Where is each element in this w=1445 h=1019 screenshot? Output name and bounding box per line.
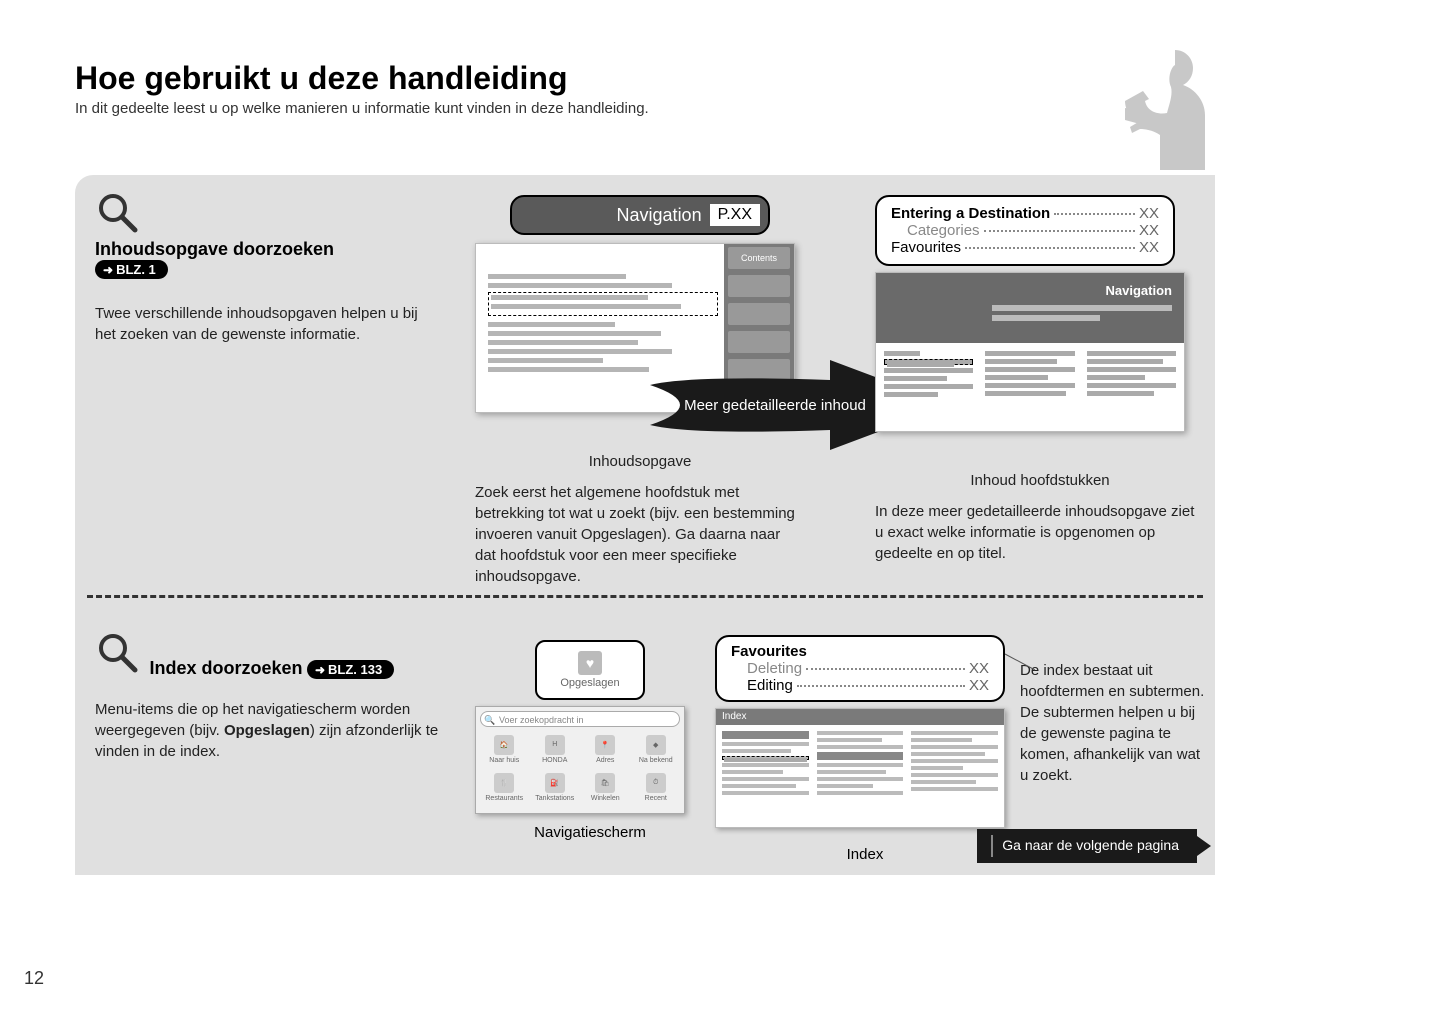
- page-ref-badge: BLZ. 1: [95, 260, 168, 279]
- page-number: 12: [24, 968, 44, 989]
- nav-callout-page: P.XX: [710, 204, 760, 226]
- toc-entries-callout: Entering a Destination XX Categories XX …: [875, 195, 1175, 266]
- nav-caption: Navigatiescherm: [475, 824, 705, 841]
- index-thumbnail: Index: [715, 708, 1005, 828]
- chapter-caption: Inhoud hoofdstukken: [875, 472, 1205, 489]
- fuel-icon: ⛽: [545, 773, 565, 793]
- index-header: Index: [716, 709, 1004, 725]
- shop-icon: 🛍: [595, 773, 615, 793]
- fav-sub2: Editing: [747, 677, 793, 694]
- magnifier-icon: [95, 190, 139, 234]
- heart-icon: ♥: [578, 651, 602, 675]
- honda-icon: H: [545, 735, 565, 755]
- nav-callout-label: Navigation: [617, 205, 702, 226]
- entry-sub1-pg: XX: [1139, 222, 1159, 239]
- arrow-label: Meer gedetailleerde inhoud: [675, 397, 875, 415]
- chapter-description: In deze meer gedetailleerde inhoudsopgav…: [875, 501, 1205, 564]
- section1-heading: Inhoudsopgave doorzoeken: [95, 239, 435, 260]
- page-ref-badge: BLZ. 133: [307, 660, 394, 679]
- nav-screen-illustration: ♥ Opgeslagen Voer zoekopdracht in 🏠Naar …: [475, 640, 705, 841]
- known-icon: ◆: [646, 735, 666, 755]
- entry-main-pg: XX: [1139, 205, 1159, 222]
- connector-line-icon: [1005, 630, 1035, 680]
- entry-main: Entering a Destination: [891, 205, 1050, 222]
- favourites-callout: Favourites Deleting XX Editing XX: [715, 635, 1005, 702]
- index-illustration: Favourites Deleting XX Editing XX Index: [715, 635, 1015, 863]
- fav-sub1-pg: XX: [969, 660, 989, 677]
- section2-desc: Menu-items die op het navigatiescherm wo…: [95, 699, 455, 762]
- chapter-toc-illustration: Entering a Destination XX Categories XX …: [875, 195, 1205, 564]
- opgeslagen-callout: ♥ Opgeslagen: [535, 640, 645, 700]
- section-divider: [87, 595, 1203, 598]
- toc-description: Zoek eerst het algemene hoofdstuk met be…: [475, 482, 805, 587]
- toc-caption: Inhoudsopgave: [475, 453, 805, 470]
- next-page-label: Ga naar de volgende pagina: [1002, 838, 1179, 853]
- reader-silhouette-icon: [1105, 40, 1215, 170]
- magnifier-icon: [95, 630, 139, 674]
- section-index-search: Index doorzoeken BLZ. 133 Menu-items die…: [95, 630, 455, 762]
- entry-sub2: Favourites: [891, 239, 961, 256]
- index-desc-text: De index bestaat uit hoofdtermen en subt…: [1020, 660, 1210, 786]
- entry-sub1: Categories: [907, 222, 980, 239]
- chapter-header-title: Navigation: [1106, 283, 1172, 298]
- index-caption: Index: [715, 846, 1015, 863]
- fav-sub2-pg: XX: [969, 677, 989, 694]
- page-subtitle: In dit gedeelte leest u op welke maniere…: [75, 100, 649, 117]
- section2-heading: Index doorzoeken: [149, 658, 302, 678]
- main-panel: Inhoudsopgave doorzoeken BLZ. 1 Twee ver…: [75, 175, 1215, 875]
- page-title: Hoe gebruikt u deze handleiding: [75, 60, 567, 97]
- opgeslagen-label: Opgeslagen: [560, 677, 619, 689]
- fav-title: Favourites: [731, 643, 807, 660]
- nav-search-field: Voer zoekopdracht in: [480, 711, 680, 727]
- fav-sub1: Deleting: [747, 660, 802, 677]
- navigation-callout: Navigation P.XX: [510, 195, 770, 235]
- next-page-button[interactable]: Ga naar de volgende pagina: [977, 829, 1197, 863]
- toc-thumbnail: Contents: [475, 243, 795, 413]
- section-toc-search: Inhoudsopgave doorzoeken BLZ. 1 Twee ver…: [95, 190, 435, 345]
- contents-tab: Contents: [728, 247, 790, 269]
- toc-illustration: Navigation P.XX Contents: [475, 195, 805, 587]
- restaurant-icon: 🍴: [494, 773, 514, 793]
- home-icon: 🏠: [494, 735, 514, 755]
- chapter-thumbnail: Navigation: [875, 272, 1185, 432]
- section1-desc: Twee verschillende inhoudsopgaven helpen…: [95, 303, 435, 345]
- nav-screen-thumbnail: Voer zoekopdracht in 🏠Naar huis HHONDA 📍…: [475, 706, 685, 814]
- index-description: De index bestaat uit hoofdtermen en subt…: [1020, 660, 1210, 786]
- entry-sub2-pg: XX: [1139, 239, 1159, 256]
- next-arrow-icon: [1197, 836, 1211, 856]
- address-icon: 📍: [595, 735, 615, 755]
- recent-icon: ⏱: [646, 773, 666, 793]
